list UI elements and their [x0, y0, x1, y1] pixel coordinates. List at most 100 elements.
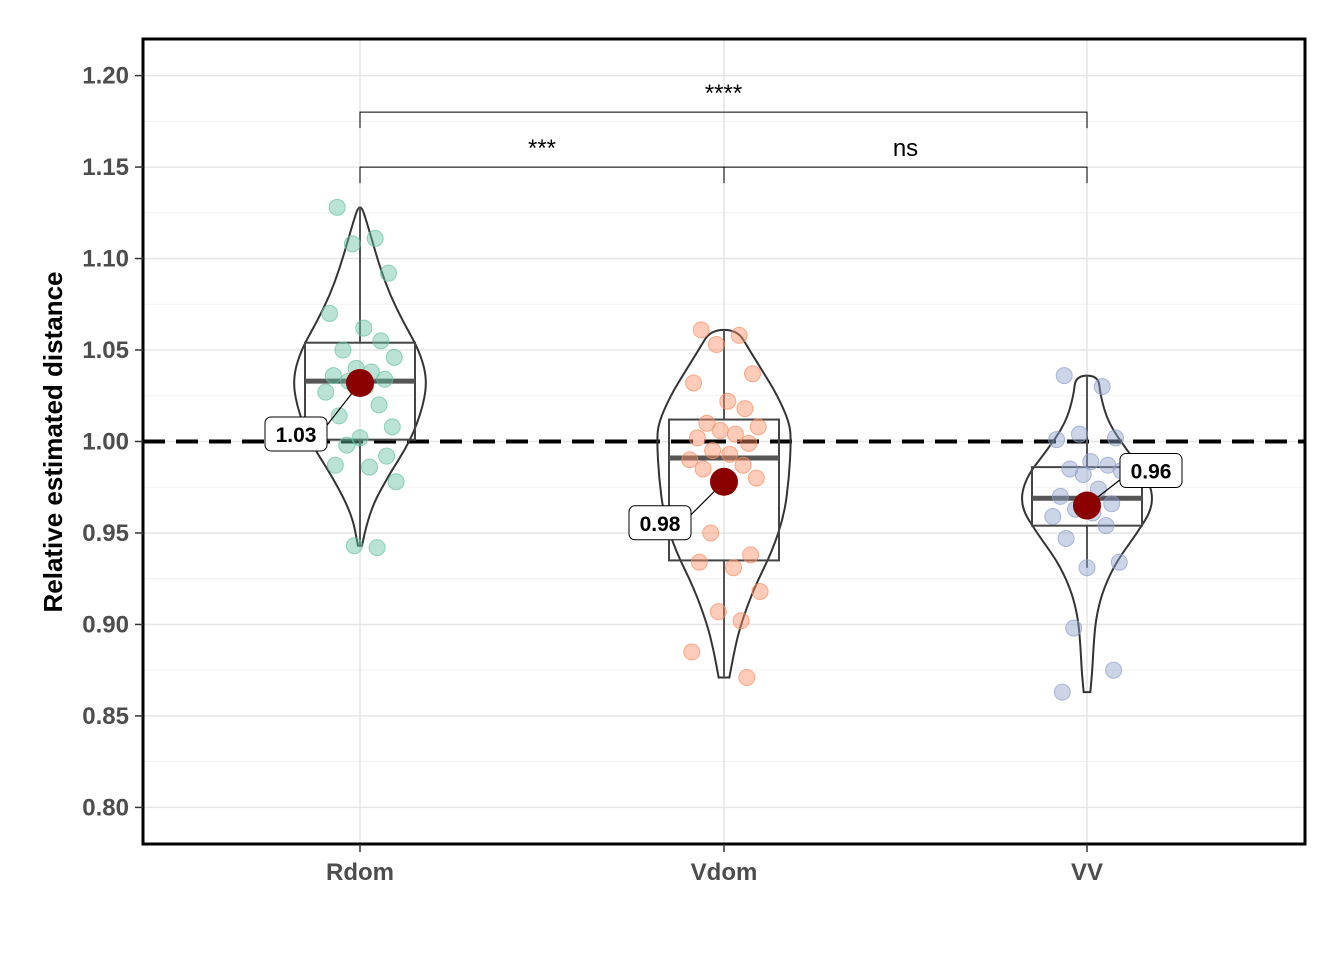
data-point — [1070, 425, 1088, 443]
data-point — [732, 612, 750, 630]
mean-label: 0.98 — [640, 513, 681, 536]
data-point — [685, 374, 703, 392]
significance-label: *** — [528, 135, 556, 162]
data-point — [681, 451, 699, 469]
box-vdom — [668, 418, 780, 562]
data-point — [711, 422, 729, 440]
data-point — [385, 348, 403, 366]
data-point — [707, 336, 725, 354]
data-point — [361, 458, 378, 476]
box-rdom — [304, 341, 416, 441]
data-point — [1044, 508, 1062, 526]
data-point — [321, 304, 339, 322]
data-point — [1107, 429, 1124, 447]
mean-point — [1073, 491, 1101, 520]
data-point — [744, 365, 761, 383]
data-point — [683, 643, 701, 661]
mean-label-box — [628, 505, 692, 541]
data-point — [334, 341, 352, 359]
mean-point — [710, 467, 738, 496]
data-point — [366, 229, 384, 247]
data-point — [704, 442, 722, 460]
data-point — [372, 332, 390, 350]
significance-label: ns — [893, 135, 918, 162]
data-point — [1048, 431, 1066, 449]
data-point — [378, 447, 396, 465]
boxplots — [304, 207, 1143, 678]
significance-bracket — [359, 166, 725, 184]
data-point — [317, 383, 335, 401]
data-point — [1057, 529, 1075, 547]
data-point — [370, 396, 388, 414]
data-point — [1097, 517, 1115, 535]
mean-point — [346, 368, 374, 397]
violin-vv — [1021, 374, 1153, 694]
y-tick-label: 1.15 — [82, 154, 129, 181]
data-point — [1055, 367, 1073, 385]
data-point — [1093, 378, 1111, 396]
y-tick-label: 0.95 — [82, 520, 129, 547]
data-point — [328, 198, 346, 216]
mean-label: 0.96 — [1131, 461, 1172, 484]
data-point — [1078, 559, 1096, 577]
data-point — [726, 425, 744, 443]
data-point — [1103, 495, 1121, 513]
data-point — [1082, 453, 1100, 471]
y-tick-label: 0.85 — [82, 703, 129, 730]
mean-label-box — [1119, 453, 1183, 489]
significance-brackets: *** ns **** — [359, 80, 1088, 184]
data-point — [740, 434, 758, 452]
data-point — [736, 400, 754, 418]
data-point — [343, 235, 361, 253]
data-point — [1053, 683, 1071, 701]
data-point — [738, 669, 756, 687]
significance-label: **** — [705, 80, 742, 107]
x-tick-label: Vdom — [691, 859, 758, 886]
data-point — [380, 264, 397, 282]
data-point — [688, 429, 706, 447]
data-point — [751, 583, 769, 601]
data-point — [387, 473, 405, 491]
x-axis: Rdom Vdom VV — [326, 844, 1103, 886]
y-tick-label: 0.90 — [82, 611, 129, 638]
data-point — [326, 456, 344, 474]
data-point — [383, 418, 401, 436]
y-tick-label: 0.80 — [82, 794, 129, 821]
y-tick-label: 1.05 — [82, 337, 129, 364]
data-point — [742, 546, 760, 564]
data-point — [1110, 553, 1128, 571]
data-point — [719, 392, 737, 410]
data-point — [698, 414, 716, 432]
data-point — [345, 537, 363, 555]
significance-bracket — [359, 111, 1088, 129]
mean-label-box — [264, 416, 328, 452]
data-point — [368, 539, 386, 557]
data-point — [1074, 465, 1092, 483]
data-point — [376, 370, 394, 388]
x-tick-label: Rdom — [326, 859, 394, 886]
data-point — [749, 418, 767, 436]
data-point — [725, 559, 742, 577]
data-point — [1105, 661, 1123, 679]
data-point — [702, 524, 720, 542]
data-point — [351, 429, 369, 447]
mean-label: 1.03 — [276, 424, 317, 447]
y-tick-label: 1.20 — [82, 63, 129, 90]
data-point — [734, 456, 752, 474]
x-tick-label: VV — [1071, 859, 1103, 886]
data-point — [721, 445, 739, 463]
data-point — [694, 460, 712, 478]
data-point — [692, 321, 710, 339]
data-point — [324, 367, 342, 385]
violin-rdom — [293, 206, 427, 547]
significance-bracket — [723, 166, 1088, 184]
means: 1.03 0.98 0.96 — [264, 368, 1183, 541]
data-point — [730, 326, 748, 344]
data-point — [330, 407, 348, 425]
data-point — [690, 553, 708, 571]
data-point — [709, 603, 727, 621]
y-axis: 0.80 0.85 0.90 0.95 1.00 1.05 1.10 1.15 1.20 — [82, 63, 143, 821]
data-point — [1051, 487, 1069, 505]
data-point — [1065, 619, 1083, 637]
